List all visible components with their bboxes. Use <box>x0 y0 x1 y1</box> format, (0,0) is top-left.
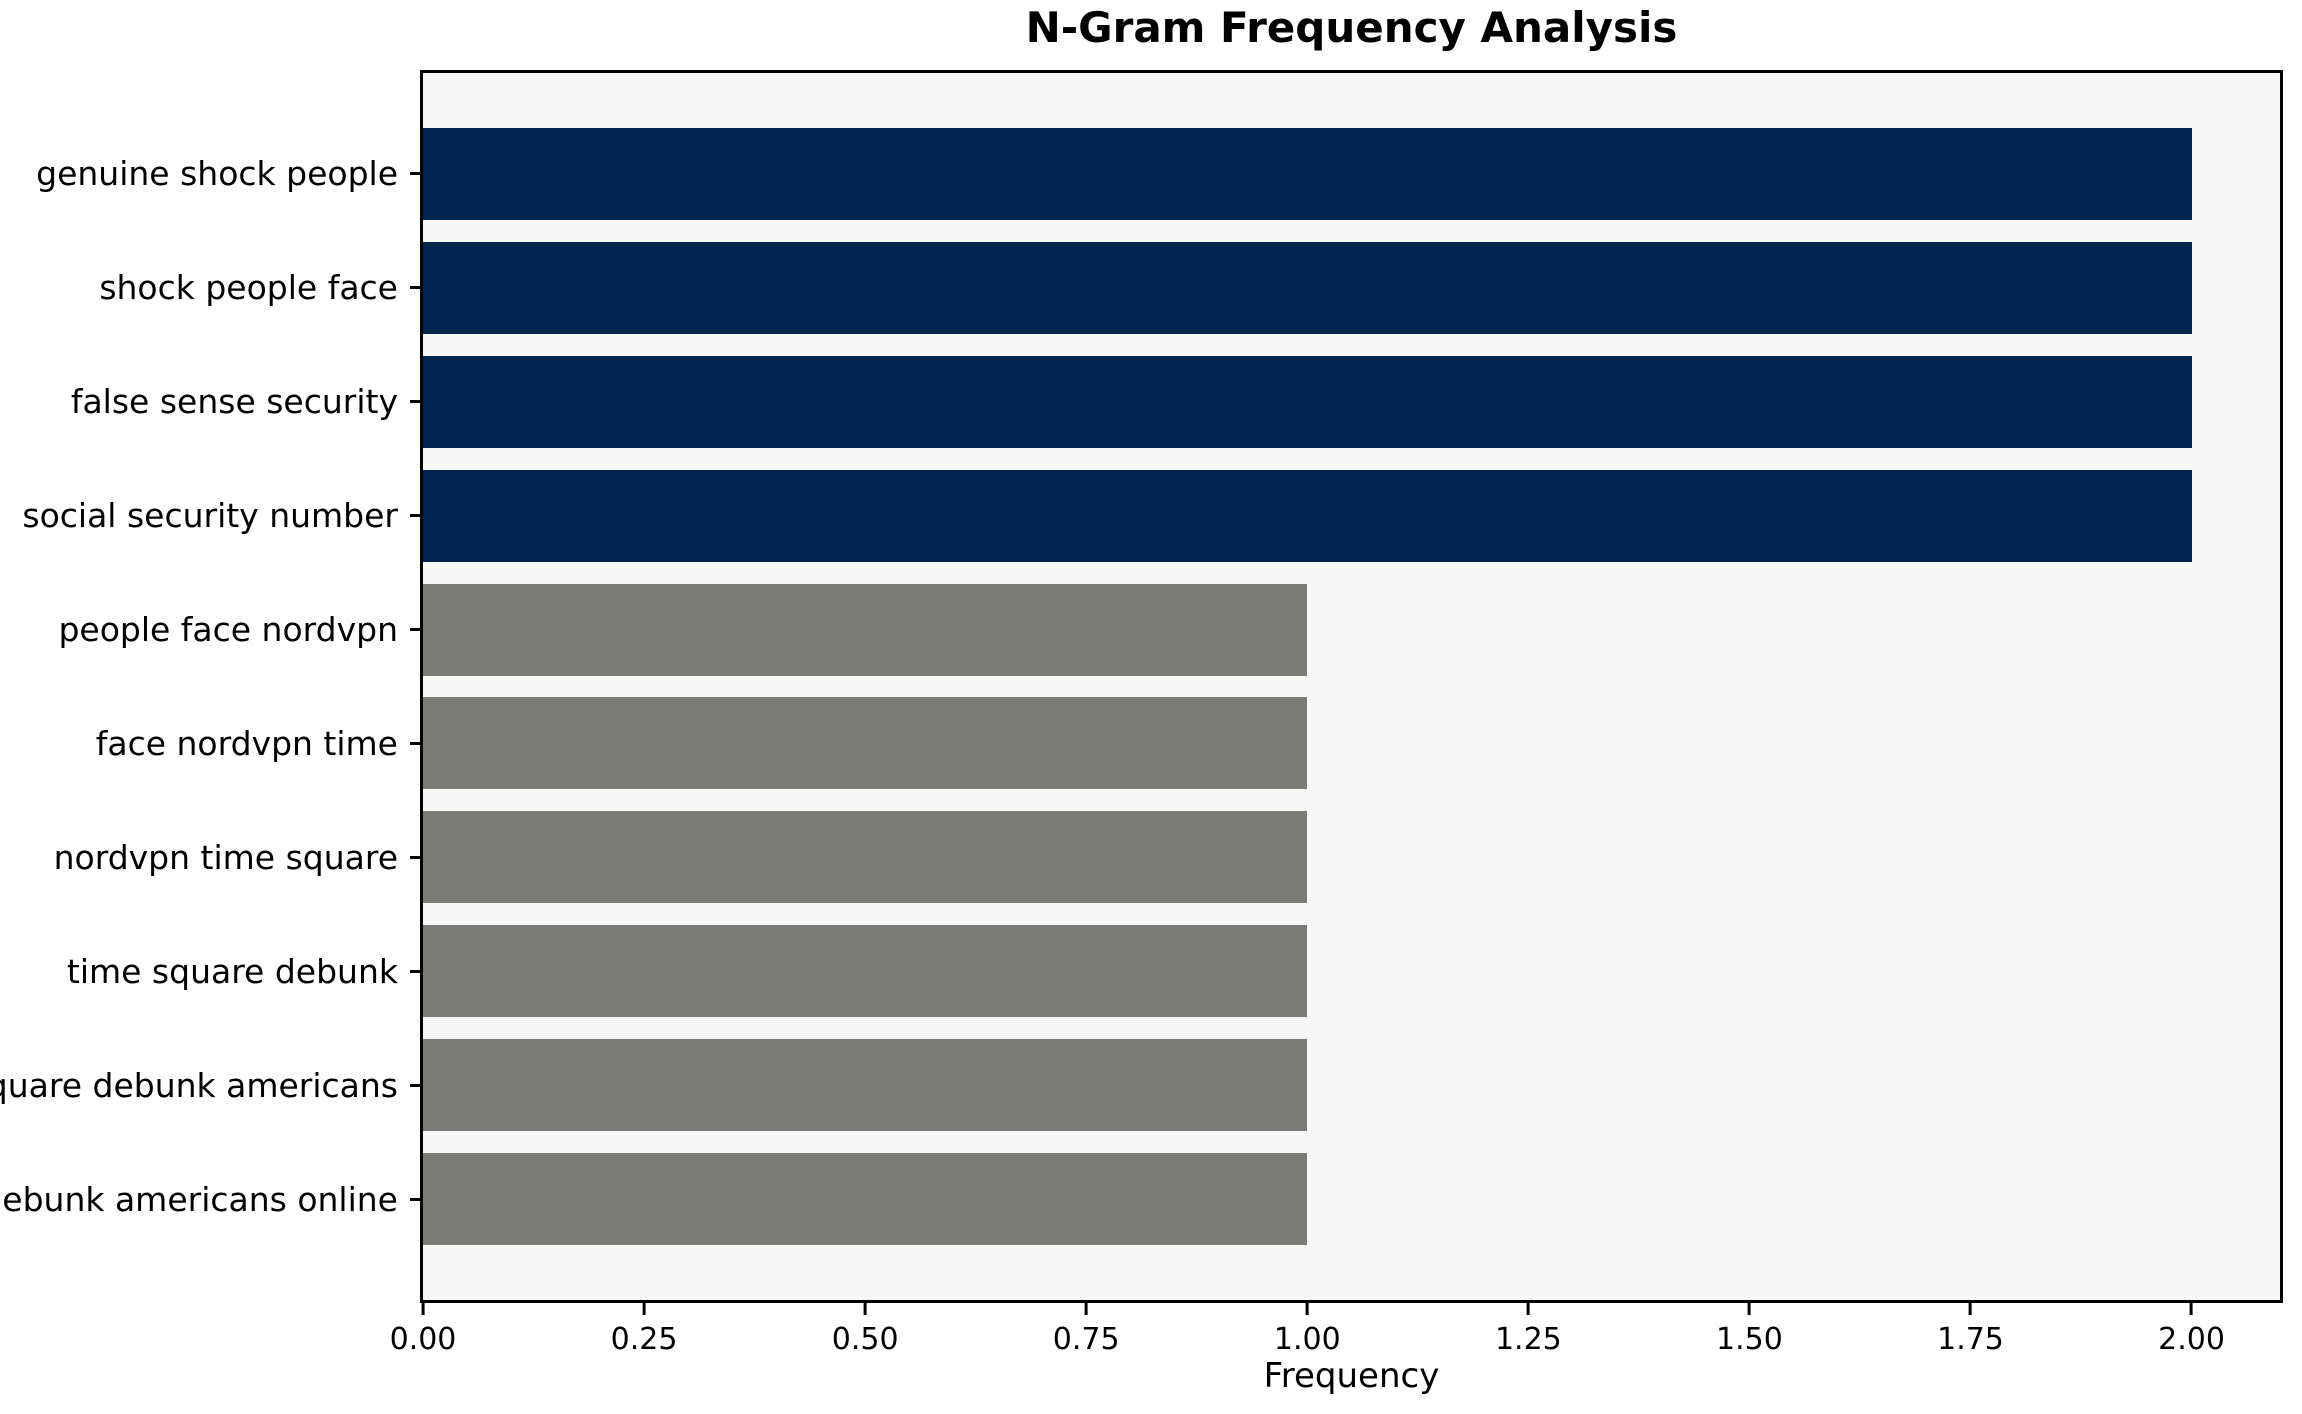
y-tick-label: time square debunk <box>66 951 398 991</box>
bar-row <box>423 687 2280 801</box>
y-tick-mark <box>410 969 420 973</box>
x-tick-mark <box>421 1303 425 1315</box>
x-tick-mark <box>642 1303 646 1315</box>
x-tick: 1.25 <box>1495 1303 1562 1357</box>
bar <box>423 127 2192 220</box>
y-tick-row: time square debunk <box>0 914 420 1028</box>
y-tick-row: false sense security <box>0 345 420 459</box>
x-tick-label: 0.25 <box>610 1322 678 1357</box>
y-tick-mark <box>410 400 420 404</box>
y-tick-mark <box>410 855 420 859</box>
y-tick-mark <box>410 628 420 632</box>
y-tick-label: genuine shock people <box>36 154 398 194</box>
plot-area <box>420 70 2283 1303</box>
chart-title: N-Gram Frequency Analysis <box>1025 3 1678 52</box>
y-tick-label: square debunk americans <box>0 1065 398 1105</box>
x-tick-label: 0.75 <box>1052 1322 1120 1357</box>
x-tick-mark <box>1526 1303 1530 1315</box>
x-tick-mark <box>863 1303 867 1315</box>
x-tick-mark <box>1305 1303 1309 1315</box>
y-tick-label: debunk americans online <box>0 1179 398 1219</box>
y-tick-mark <box>410 286 420 290</box>
y-tick-row: nordvpn time square <box>0 800 420 914</box>
bar-row <box>423 800 2280 914</box>
bar <box>423 1039 1308 1132</box>
x-tick-mark <box>1747 1303 1751 1315</box>
x-tick-label: 2.00 <box>2158 1322 2225 1357</box>
x-tick-mark <box>2190 1303 2194 1315</box>
bar-row <box>423 914 2280 1028</box>
bar <box>423 811 1308 904</box>
y-tick-label: false sense security <box>70 382 398 422</box>
bar <box>423 469 2192 562</box>
y-tick-row: genuine shock people <box>0 117 420 231</box>
y-tick-label: nordvpn time square <box>53 837 398 877</box>
x-tick-label: 0.00 <box>389 1322 457 1357</box>
x-axis-label: Frequency <box>1263 1356 1440 1396</box>
bar <box>423 355 2192 448</box>
y-tick-mark <box>410 1197 420 1201</box>
bar-row <box>423 1142 2280 1256</box>
x-tick: 0.00 <box>389 1303 457 1357</box>
x-tick-label: 0.50 <box>831 1322 899 1357</box>
bar-row <box>423 573 2280 687</box>
y-tick-mark <box>410 1083 420 1087</box>
y-axis: genuine shock people shock people face fal… <box>0 73 420 1300</box>
bar <box>423 583 1308 676</box>
bar-row <box>423 117 2280 231</box>
x-tick-label: 1.25 <box>1494 1322 1562 1357</box>
x-tick-label: 1.50 <box>1716 1322 1783 1357</box>
y-tick-row: face nordvpn time <box>0 687 420 801</box>
y-tick-label: shock people face <box>99 268 398 308</box>
bar-row <box>423 459 2280 573</box>
x-tick: 1.00 <box>1274 1303 1341 1357</box>
y-tick-label: face nordvpn time <box>95 723 398 763</box>
y-tick-row: shock people face <box>0 231 420 345</box>
y-tick-label: people face nordvpn <box>58 610 398 650</box>
x-tick: 0.75 <box>1053 1303 1120 1357</box>
y-tick-label: social security number <box>22 496 398 536</box>
y-tick-mark <box>410 514 420 518</box>
x-tick-mark <box>1084 1303 1088 1315</box>
y-tick-row: square debunk americans <box>0 1028 420 1142</box>
y-tick-row: people face nordvpn <box>0 573 420 687</box>
y-tick-row: social security number <box>0 459 420 573</box>
bar <box>423 1153 1308 1246</box>
x-tick: 0.25 <box>610 1303 678 1357</box>
bar <box>423 697 1308 790</box>
x-tick: 2.00 <box>2158 1303 2225 1357</box>
x-tick-label: 1.00 <box>1273 1322 1341 1357</box>
x-axis: 0.00 0.25 0.50 0.75 1.00 1.25 1.50 1.75 2.00 <box>390 1303 2280 1373</box>
y-tick-row: debunk americans online <box>0 1142 420 1256</box>
x-tick: 1.75 <box>1937 1303 2004 1357</box>
y-tick-mark <box>410 741 420 745</box>
x-tick: 1.50 <box>1716 1303 1783 1357</box>
bar-row <box>423 345 2280 459</box>
x-tick: 0.50 <box>832 1303 899 1357</box>
x-tick-label: 1.75 <box>1937 1322 2004 1357</box>
bar <box>423 925 1308 1018</box>
bar-row <box>423 231 2280 345</box>
y-tick-mark <box>410 172 420 176</box>
bar-row <box>423 1028 2280 1142</box>
bar <box>423 241 2192 334</box>
x-tick-mark <box>1968 1303 1972 1315</box>
